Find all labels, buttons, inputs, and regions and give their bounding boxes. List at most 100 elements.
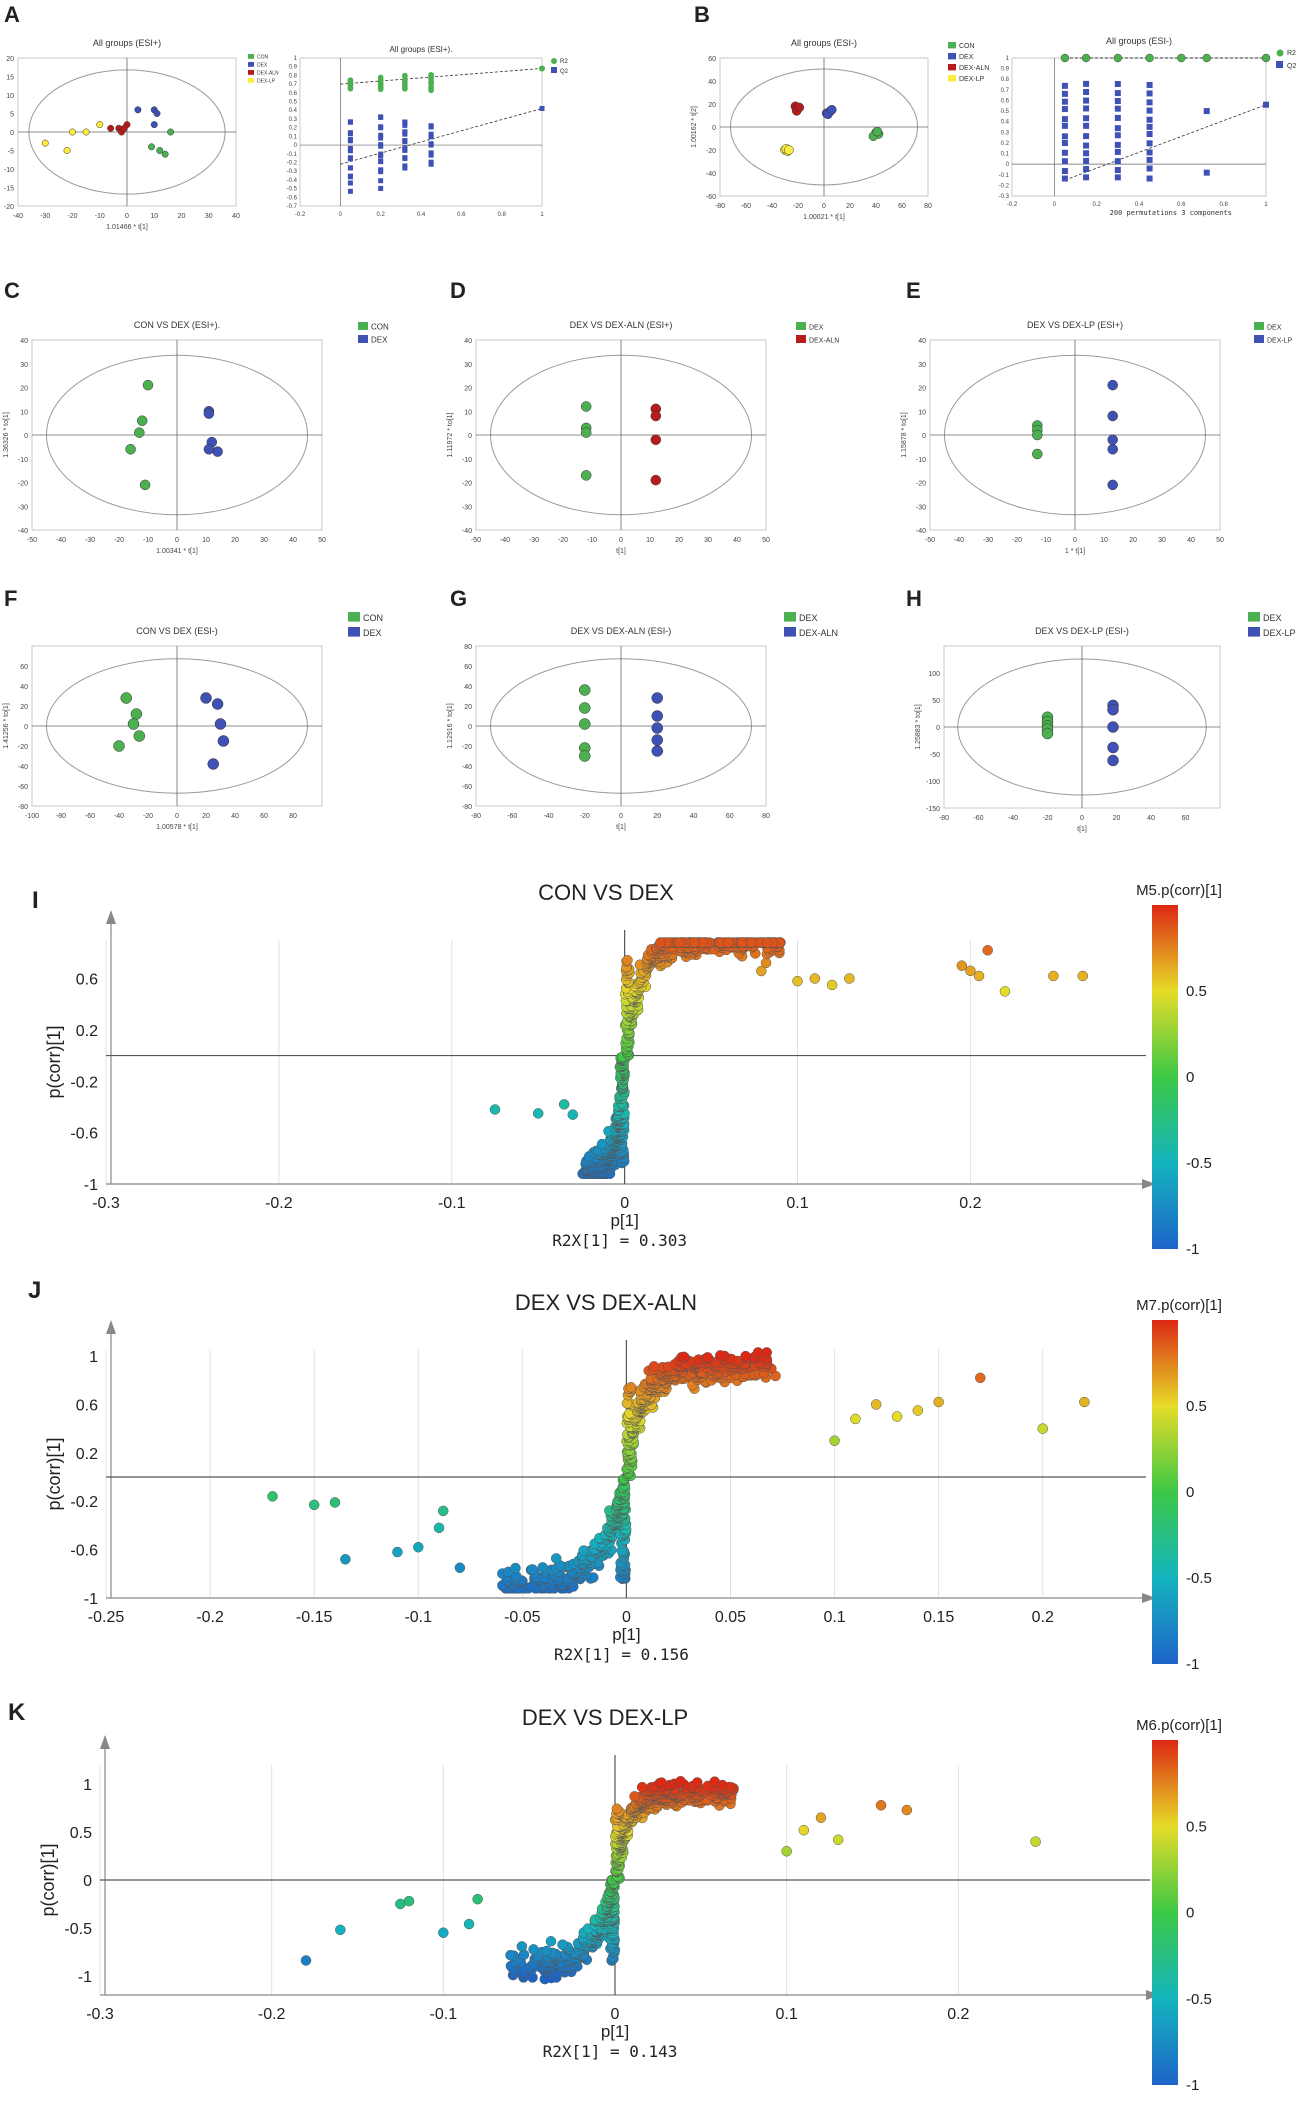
loading-point: [433, 1522, 445, 1534]
x-tick-label: -10: [95, 213, 105, 220]
q2-point: [1083, 133, 1090, 140]
colorbar-tick-label: -0.5: [1186, 1991, 1212, 2008]
chart-i: CON VS DEX -0.3 -0.2 -0.1 0 0.1 0.2 -1 -0.6 -0.2 0…: [44, 880, 1222, 1258]
x-tick-label: 0.8: [497, 212, 506, 218]
q2-point: [1114, 167, 1121, 174]
y-tick-label: -0.1: [287, 152, 298, 158]
y-tick-label: 0.1: [289, 134, 298, 140]
q2-point: [1083, 80, 1090, 87]
x-tick-label: 20: [1129, 537, 1137, 544]
x-tick-label: 20: [846, 203, 854, 210]
y-tick-label: -40: [18, 764, 28, 771]
chart-b2: All groups (ESI-) -0.2 0 0.2 0.4 0.6 0.8 1 -0.3 -…: [999, 36, 1297, 217]
y-tick-label: -0.6: [70, 1126, 98, 1143]
data-point-dex-lp: [1107, 754, 1119, 767]
x-tick-label: -0.1: [404, 1609, 432, 1626]
x-tick-label: 30: [1158, 537, 1166, 544]
data-point-dex: [150, 121, 158, 129]
chart-a2: All groups (ESI+). -0.2 0 0.2 0.4 0.6 0.8 1 -0.7…: [287, 45, 569, 218]
legend-swatch: [948, 75, 956, 82]
data-point-dex: [153, 110, 161, 117]
q2-point: [1146, 149, 1153, 156]
data-point-dex-lp: [1107, 703, 1119, 716]
y-tick-label: -0.3: [999, 194, 1010, 200]
legend-swatch: [348, 612, 360, 622]
x-tick-label: -80: [471, 813, 481, 820]
data-point-dex-aln: [651, 722, 663, 734]
loading-point: [528, 1944, 539, 1955]
y-tick-label: -20: [462, 481, 472, 488]
r2-point: [428, 86, 434, 92]
charts-layer: All groups (ESI+)-40 -30 -20 -10 0 10 20 30 40-2…: [3, 36, 1297, 2094]
colorbar-tick-label: -0.5: [1186, 1570, 1212, 1587]
x-tick-label: -100: [25, 813, 39, 820]
x-tick-label: 40: [690, 813, 698, 820]
data-point-dex: [134, 106, 142, 114]
loading-point: [300, 1955, 312, 1966]
legend-swatch: [948, 64, 956, 71]
x-tick-label: 0: [1053, 202, 1057, 208]
y-tick-label: 0.3: [289, 117, 298, 123]
colorbar-tick-label: -1: [1186, 1241, 1199, 1258]
y-axis-label: 1.15878 * to[1]: [901, 412, 908, 458]
q2-point: [402, 146, 408, 152]
loading-point: [527, 1564, 538, 1575]
x-tick-label: 1: [1264, 202, 1268, 208]
y-tick-label: -1: [84, 1177, 98, 1194]
loading-point: [505, 1949, 516, 1961]
y-tick-label: 0: [1006, 162, 1010, 168]
loading-point: [567, 1109, 579, 1120]
chart-title: All groups (ESI+): [93, 38, 161, 48]
loading-point: [437, 1505, 449, 1517]
loading-point: [1077, 970, 1089, 982]
data-point-con: [167, 128, 175, 136]
q2-point: [347, 119, 353, 125]
panel-label-e: E: [906, 278, 921, 303]
q2-point: [347, 145, 353, 151]
x-tick-label: 30: [260, 537, 268, 544]
legend-label: CON: [959, 43, 975, 50]
q2-point: [402, 122, 408, 128]
x-tick-label: -40: [114, 813, 124, 820]
x-tick-label: -80: [939, 815, 949, 822]
y-axis-label: 1.12916 * to[1]: [447, 703, 454, 749]
x-tick-label: 20: [178, 213, 186, 220]
y-tick-label: 20: [20, 704, 28, 711]
y-tick-label: 0.2: [76, 1446, 98, 1463]
loading-point: [656, 1777, 667, 1788]
y-tick-label: -50: [930, 752, 940, 759]
loading-point: [578, 1545, 589, 1556]
chart-j: DEX VS DEX-ALN -0.25 -0.2 -0.15 -0.1 -0.05 0 0.…: [44, 1290, 1222, 1673]
y-tick-label: 30: [20, 362, 28, 369]
x-tick-label: -20: [114, 537, 124, 544]
data-point-con: [127, 718, 140, 730]
data-point-dex-aln: [650, 474, 662, 486]
y-tick-label: -20: [4, 204, 14, 211]
legend-label: Q2: [1287, 63, 1296, 70]
r2-point: [347, 85, 354, 92]
loading-point: [1030, 1836, 1041, 1847]
x-tick-label: -30: [529, 537, 539, 544]
y-axis-label: p(corr)[1]: [38, 1843, 58, 1916]
y-tick-label: -5: [8, 149, 14, 156]
legend-swatch: [1248, 612, 1260, 622]
loading-point: [550, 1553, 562, 1564]
loading-point: [636, 1781, 648, 1793]
chart-title: DEX VS DEX-ALN (ESI+): [570, 320, 673, 330]
data-point-dex: [1041, 727, 1054, 740]
x-tick-label: 0.6: [457, 212, 466, 218]
q2-point: [428, 123, 434, 129]
y-tick-label: 0.7: [289, 82, 298, 88]
loading-point: [1037, 1423, 1048, 1434]
legend-swatch: [248, 54, 254, 59]
r2-point: [1081, 53, 1091, 63]
q2-point: [378, 159, 384, 165]
y-tick-label: 40: [20, 684, 28, 691]
y-tick-label: 10: [918, 409, 926, 416]
y-tick-label: 40: [464, 684, 472, 691]
data-point-dex-aln: [650, 410, 662, 422]
loading-point: [746, 937, 757, 948]
x-tick-label: -60: [85, 813, 95, 820]
loading-point: [675, 1775, 686, 1787]
legend-swatch: [784, 627, 796, 637]
